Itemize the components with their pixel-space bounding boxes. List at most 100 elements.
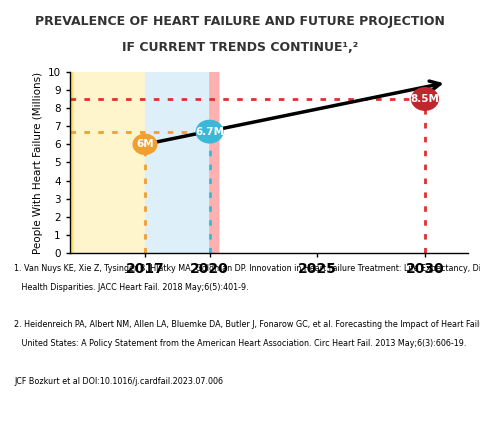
- Bar: [211, 72, 216, 253]
- Bar: [214, 72, 218, 253]
- Bar: [70, 72, 72, 253]
- Bar: [212, 72, 216, 253]
- Bar: [70, 72, 72, 253]
- Bar: [71, 72, 72, 253]
- Bar: [211, 72, 216, 253]
- Bar: [70, 72, 72, 253]
- Bar: [70, 72, 72, 253]
- Bar: [145, 72, 210, 253]
- Bar: [70, 72, 71, 253]
- Bar: [71, 72, 72, 253]
- Bar: [71, 72, 72, 253]
- Bar: [213, 72, 217, 253]
- Bar: [71, 72, 72, 253]
- Bar: [70, 72, 71, 253]
- Bar: [70, 72, 72, 253]
- Bar: [211, 72, 216, 253]
- Y-axis label: People With Heart Failure (Millions): People With Heart Failure (Millions): [33, 71, 43, 254]
- Bar: [71, 72, 72, 253]
- Bar: [214, 72, 218, 253]
- Bar: [210, 72, 214, 253]
- Bar: [214, 72, 218, 253]
- Bar: [210, 72, 214, 253]
- Bar: [210, 72, 214, 253]
- Bar: [70, 72, 71, 253]
- Bar: [210, 72, 215, 253]
- Bar: [70, 72, 71, 253]
- Bar: [211, 72, 215, 253]
- Bar: [70, 72, 72, 253]
- Text: IF CURRENT TRENDS CONTINUE¹,²: IF CURRENT TRENDS CONTINUE¹,²: [122, 41, 358, 54]
- Bar: [211, 72, 215, 253]
- Bar: [213, 72, 217, 253]
- Bar: [70, 72, 71, 253]
- Bar: [211, 72, 215, 253]
- Bar: [210, 72, 215, 253]
- Text: 8.5M: 8.5M: [410, 94, 439, 104]
- Bar: [71, 72, 72, 253]
- Bar: [71, 72, 72, 253]
- Bar: [211, 72, 215, 253]
- Bar: [213, 72, 217, 253]
- Text: 6.7M: 6.7M: [195, 127, 224, 137]
- Bar: [70, 72, 72, 253]
- Bar: [70, 72, 71, 253]
- Bar: [213, 72, 217, 253]
- Circle shape: [133, 134, 157, 154]
- Bar: [210, 72, 215, 253]
- Bar: [210, 72, 215, 253]
- Bar: [212, 72, 216, 253]
- Bar: [71, 72, 72, 253]
- Text: Health Disparities. JACC Heart Fail. 2018 May;6(5):401-9.: Health Disparities. JACC Heart Fail. 201…: [14, 283, 249, 292]
- Bar: [70, 72, 71, 253]
- Bar: [210, 72, 214, 253]
- Text: 2. Heidenreich PA, Albert NM, Allen LA, Bluemke DA, Butler J, Fonarow GC, et al.: 2. Heidenreich PA, Albert NM, Allen LA, …: [14, 320, 480, 330]
- Bar: [71, 72, 72, 253]
- Bar: [71, 72, 72, 253]
- Bar: [70, 72, 71, 253]
- Bar: [213, 72, 217, 253]
- Circle shape: [411, 88, 438, 110]
- Bar: [212, 72, 216, 253]
- Bar: [211, 72, 215, 253]
- Bar: [70, 72, 72, 253]
- Bar: [70, 72, 72, 253]
- Bar: [71, 72, 72, 253]
- Bar: [214, 72, 218, 253]
- Bar: [212, 72, 216, 253]
- Bar: [70, 72, 72, 253]
- Text: PREVALENCE OF HEART FAILURE AND FUTURE PROJECTION: PREVALENCE OF HEART FAILURE AND FUTURE P…: [35, 15, 445, 28]
- Bar: [211, 72, 216, 253]
- Bar: [212, 72, 216, 253]
- Bar: [212, 72, 216, 253]
- Bar: [212, 72, 216, 253]
- Bar: [214, 72, 218, 253]
- Bar: [71, 72, 72, 253]
- Bar: [70, 72, 71, 253]
- Bar: [211, 72, 215, 253]
- Bar: [213, 72, 217, 253]
- Bar: [211, 72, 216, 253]
- Bar: [70, 72, 71, 253]
- Bar: [70, 72, 71, 253]
- Bar: [214, 72, 218, 253]
- Bar: [213, 72, 217, 253]
- Bar: [71, 72, 72, 253]
- Bar: [214, 72, 218, 253]
- Bar: [70, 72, 71, 253]
- Bar: [70, 72, 145, 253]
- Bar: [213, 72, 217, 253]
- Bar: [71, 72, 72, 253]
- Text: 1. Van Nuys KE, Xie Z, Tysinger B, Hlatky MA, Goldman DP. Innovation in Heart Fa: 1. Van Nuys KE, Xie Z, Tysinger B, Hlatk…: [14, 265, 480, 273]
- Bar: [212, 72, 216, 253]
- Bar: [71, 72, 72, 253]
- Bar: [70, 72, 71, 253]
- Text: United States: A Policy Statement from the American Heart Association. Circ Hear: United States: A Policy Statement from t…: [14, 339, 467, 348]
- Bar: [70, 72, 71, 253]
- Bar: [70, 72, 72, 253]
- Text: JCF Bozkurt et al DOI:10.1016/j.cardfail.2023.07.006: JCF Bozkurt et al DOI:10.1016/j.cardfail…: [14, 376, 223, 386]
- Circle shape: [196, 120, 223, 143]
- Bar: [212, 72, 216, 253]
- Bar: [71, 72, 72, 253]
- Text: 6M: 6M: [136, 139, 154, 149]
